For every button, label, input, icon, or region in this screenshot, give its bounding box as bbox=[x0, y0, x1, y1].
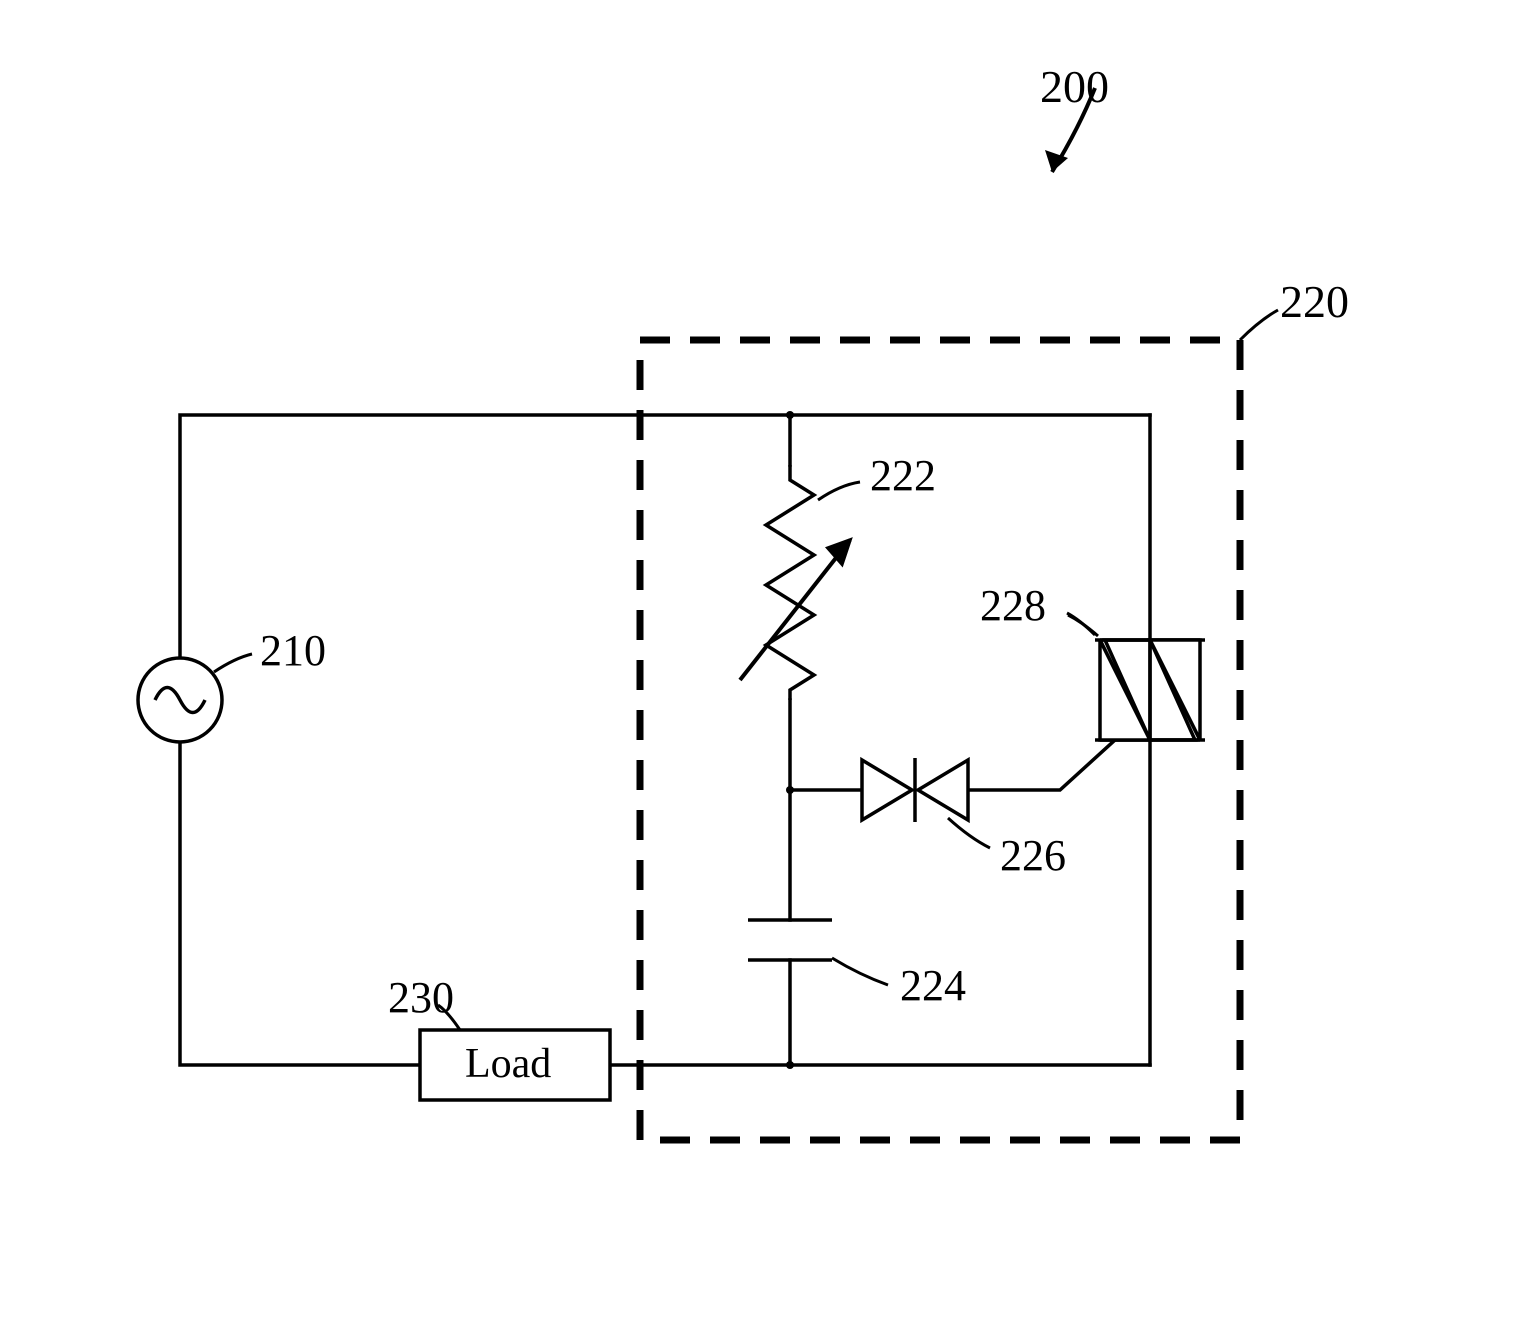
label-210: 210 bbox=[260, 625, 326, 676]
label-226: 226 bbox=[1000, 830, 1066, 881]
node-top-mid bbox=[786, 411, 794, 419]
leader-222 bbox=[818, 482, 860, 500]
variable-resistor-symbol bbox=[740, 465, 850, 700]
label-230: 230 bbox=[388, 972, 454, 1023]
label-222: 222 bbox=[870, 450, 936, 501]
leader-224 bbox=[832, 958, 888, 985]
node-diac bbox=[786, 786, 794, 794]
circuit-diagram bbox=[0, 0, 1524, 1340]
label-224: 224 bbox=[900, 960, 966, 1011]
node-bottom-mid bbox=[786, 1061, 794, 1069]
diac-symbol bbox=[862, 758, 968, 822]
leader-220 bbox=[1240, 310, 1278, 340]
label-220: 220 bbox=[1280, 275, 1349, 328]
ac-source-symbol bbox=[138, 658, 222, 742]
leader-210 bbox=[214, 654, 252, 672]
load-text: Load bbox=[465, 1040, 551, 1088]
capacitor-symbol bbox=[748, 920, 832, 960]
wiring bbox=[180, 415, 1150, 1065]
label-228: 228 bbox=[980, 580, 1046, 631]
label-200: 200 bbox=[1040, 60, 1109, 113]
